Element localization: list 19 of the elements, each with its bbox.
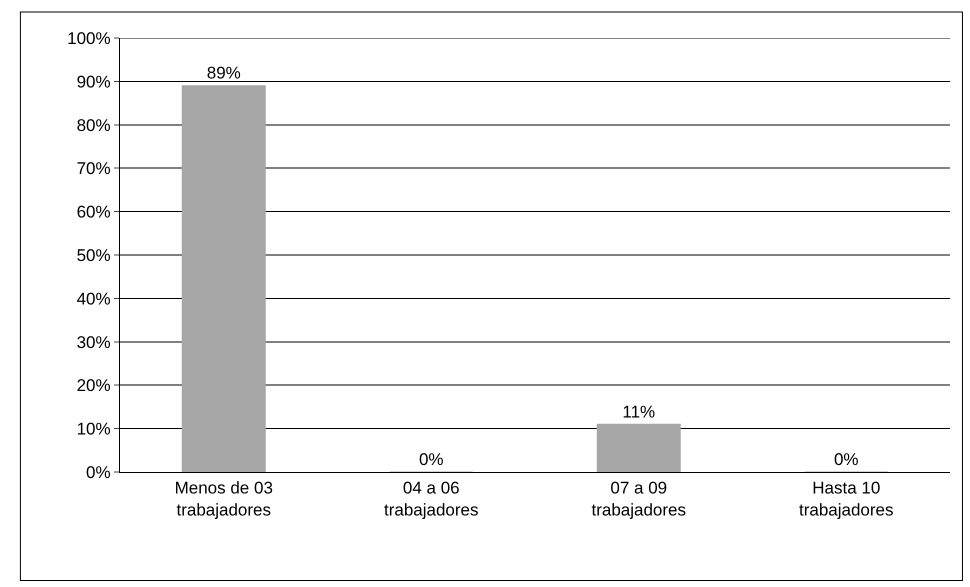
y-tick-label: 20% — [76, 376, 111, 396]
x-tick-label: Hasta 10 trabajadores — [798, 478, 894, 520]
data-label: 11% — [622, 402, 656, 422]
data-label: 89% — [206, 64, 241, 83]
y-tick-label: 100% — [67, 28, 111, 48]
y-tick-label: 80% — [76, 116, 111, 135]
y-tick-label: 40% — [76, 289, 111, 308]
y-tick-label: 10% — [76, 420, 111, 439]
y-tick-label: 70% — [76, 159, 111, 178]
y-tick-label: 90% — [76, 72, 111, 92]
data-label: 0% — [834, 450, 859, 469]
y-tick-label: 60% — [76, 202, 111, 222]
data-label: 0% — [418, 450, 444, 469]
y-tick-label: 50% — [76, 246, 111, 265]
y-tick-label: 0% — [86, 462, 111, 482]
x-tick-label: 04 a 06 trabajadores — [384, 478, 479, 520]
x-tick-label: Menos de 03 trabajadores — [174, 478, 273, 520]
y-tick-label: 30% — [76, 332, 111, 352]
x-tick-label: 07 a 09 trabajadores — [591, 478, 686, 520]
